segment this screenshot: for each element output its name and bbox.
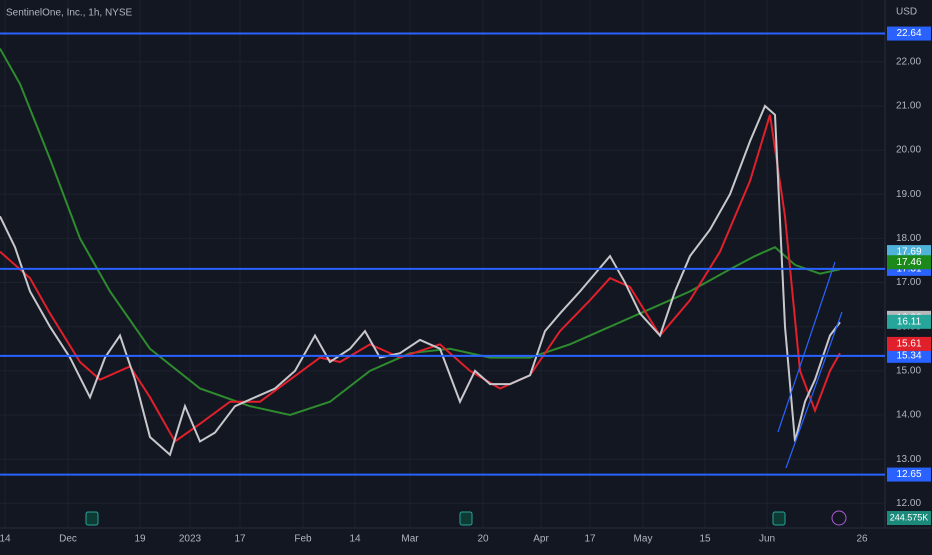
price-tag: 17.69 [896, 247, 921, 258]
price-line [0, 48, 841, 417]
y-tick-label: 12.00 [896, 498, 921, 509]
earnings-icon [459, 511, 473, 526]
event-icons [85, 510, 847, 526]
x-tick-label: May [634, 534, 653, 545]
x-tick-label: 26 [856, 534, 868, 545]
x-tick-label: Jun [759, 534, 775, 545]
currency-label: USD [896, 7, 917, 18]
level-tag: 15.34 [896, 350, 921, 361]
earnings-icon [85, 511, 99, 526]
level-tag: 12.65 [896, 469, 921, 480]
x-tick-label: 17 [584, 534, 596, 545]
channel-line [785, 311, 843, 469]
y-tick-label: 15.00 [896, 365, 921, 376]
price-tag: 17.46 [896, 257, 921, 268]
y-tick-label: 20.00 [896, 145, 921, 156]
x-tick-label: 20 [477, 534, 489, 545]
y-tick-label: 22.00 [896, 56, 921, 67]
price-tag-box [887, 314, 931, 329]
level-tag-box [887, 26, 931, 41]
price-line [0, 114, 841, 443]
x-tick-label: 17 [234, 534, 246, 545]
y-tick-label: 13.00 [896, 454, 921, 465]
price-tag: 16.11 [897, 316, 922, 327]
x-tick-label: Feb [294, 534, 312, 545]
y-tick-label: 19.00 [896, 189, 921, 200]
level-tag: 22.64 [896, 28, 921, 39]
price-tag: 15.61 [896, 339, 921, 350]
x-tick-label: 14 [0, 534, 11, 545]
channel-line [777, 261, 836, 433]
y-tick-label: 21.00 [896, 101, 921, 112]
x-tick-label: Mar [401, 534, 419, 545]
x-tick-label: 15 [699, 534, 711, 545]
price-tag-box [887, 255, 931, 270]
y-tick-label: 14.00 [896, 410, 921, 421]
y-tick-label: 18.00 [896, 233, 921, 244]
x-tick-label: 2023 [179, 534, 202, 545]
earnings-icon [772, 511, 786, 526]
x-tick-label: Apr [533, 534, 549, 545]
volume-tag-box [887, 511, 931, 525]
x-tick-label: 19 [134, 534, 146, 545]
price-tag-box [887, 336, 931, 351]
dividend-icon [831, 510, 847, 526]
chart-title: SentinelOne, Inc., 1h, NYSE [6, 8, 133, 19]
level-tag-box [887, 467, 931, 482]
price-line [0, 104, 841, 457]
y-tick-label: 17.00 [896, 277, 921, 288]
x-tick-label: Dec [59, 534, 77, 545]
x-tick-label: 14 [349, 534, 361, 545]
level-tag-box [887, 348, 931, 363]
volume-tag: 244.575K [890, 512, 929, 522]
